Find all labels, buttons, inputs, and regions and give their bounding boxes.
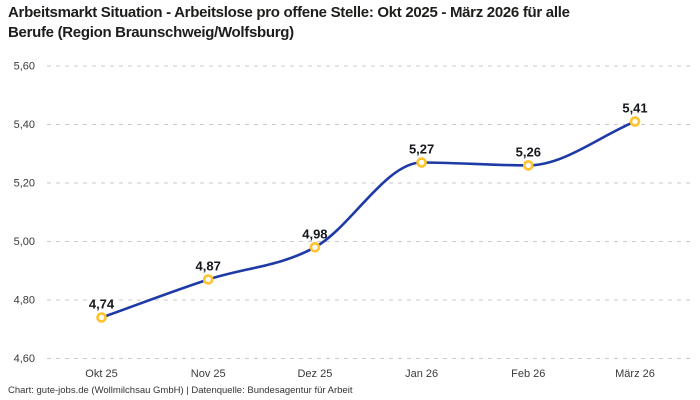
x-tick-label: März 26 — [615, 368, 655, 380]
data-point-marker — [309, 242, 321, 253]
data-point-marker — [96, 312, 107, 323]
trend-line — [100, 120, 637, 319]
data-point-marker — [202, 274, 214, 285]
x-tick-label: Jan 26 — [405, 368, 438, 380]
y-tick-label: 5,40 — [14, 119, 35, 131]
x-tick-label: Nov 25 — [191, 368, 226, 380]
data-point-label: 4,98 — [302, 226, 327, 241]
y-tick-label: 5,20 — [14, 178, 35, 190]
data-point-marker — [416, 157, 427, 168]
data-point-marker — [629, 116, 641, 127]
chart-title: Arbeitsmarkt Situation - Arbeitslose pro… — [8, 4, 570, 41]
data-point-label: 5,41 — [622, 101, 647, 116]
y-tick-label: 4,60 — [14, 353, 35, 365]
x-tick-label: Feb 26 — [511, 368, 545, 380]
x-tick-label: Okt 25 — [85, 368, 117, 380]
y-tick-label: 5,00 — [14, 236, 35, 248]
data-point-marker — [522, 160, 534, 171]
y-tick-label: 5,60 — [14, 61, 35, 73]
x-tick-label: Dez 25 — [297, 368, 332, 380]
data-point-label: 5,27 — [409, 142, 434, 157]
y-tick-label: 4,80 — [14, 295, 35, 307]
chart-credit: Chart: gute-jobs.de (Wollmilchsau GmbH) … — [8, 385, 353, 396]
data-point-label: 5,26 — [516, 144, 541, 159]
data-point-label: 4,87 — [196, 259, 221, 274]
data-point-label: 4,74 — [89, 297, 115, 312]
